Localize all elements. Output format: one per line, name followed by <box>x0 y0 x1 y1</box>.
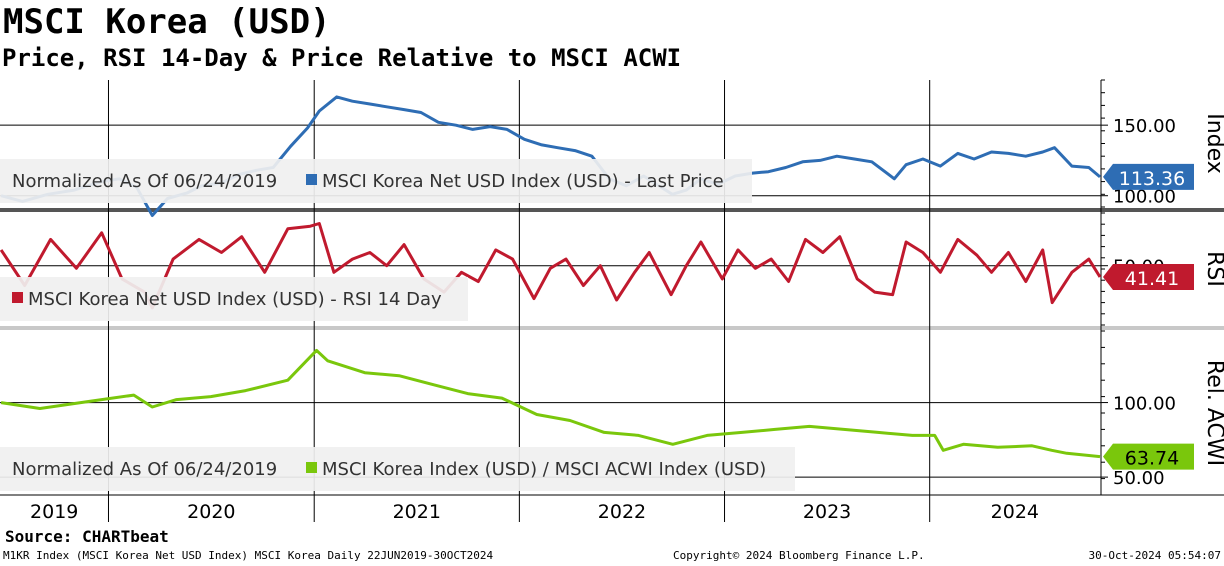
legend-layer: Normalized As Of 06/24/2019 MSCI Korea Ne… <box>0 159 795 491</box>
legend-normalized-text: Normalized As Of 06/24/2019 <box>12 171 277 192</box>
y-tick-label: 100.00 <box>1113 187 1176 208</box>
y-tick-label: 100.00 <box>1113 394 1176 415</box>
series-line <box>0 222 1102 310</box>
legend-series-name: MSCI Korea Index (USD) / MSCI ACWI Index… <box>322 459 766 480</box>
legend-swatch <box>12 292 23 303</box>
panel-axis-label: Index <box>1202 113 1224 174</box>
legend-box <box>0 159 752 203</box>
copyright-notice: Copyright© 2024 Bloomberg Finance L.P. <box>673 549 925 562</box>
legend-series-name: MSCI Korea Net USD Index (USD) - RSI 14 … <box>28 289 442 310</box>
last-value-label: 113.36 <box>1119 168 1185 190</box>
ticker-info: M1KR Index (MSCI Korea Net USD Index) MS… <box>3 549 494 562</box>
last-value-tag <box>1103 443 1194 470</box>
y-tick-label: 50.00 <box>1113 468 1165 489</box>
legend-box <box>0 277 468 321</box>
x-tick-label: 2019 <box>30 501 78 523</box>
last-value-label: 63.74 <box>1125 448 1179 470</box>
axis-layer: 2019 2020 2021 2022 2023 2024 100.00 150.00 113.… <box>30 113 1224 523</box>
legend-series-name: MSCI Korea Net USD Index (USD) - Last Pr… <box>322 171 724 192</box>
last-value-tag <box>1103 163 1194 190</box>
x-tick-label: 2022 <box>598 501 646 523</box>
source-label: Source: CHARTbeat <box>5 527 169 546</box>
legend-swatch <box>306 462 317 473</box>
last-value-label: 41.41 <box>1125 268 1179 290</box>
panel-separator <box>0 208 1224 212</box>
legend-box <box>0 447 795 491</box>
x-tick-label: 2020 <box>187 501 235 523</box>
last-value-tag <box>1103 264 1194 291</box>
y-tick-label: 150.00 <box>1113 116 1176 137</box>
panel-axis-label: Rel. ACWI <box>1202 360 1224 466</box>
chart-title: MSCI Korea (USD) <box>3 2 331 42</box>
x-tick-label: 2024 <box>991 501 1039 523</box>
panel-separator <box>0 326 1224 330</box>
legend-swatch <box>306 174 317 185</box>
timestamp: 30-Oct-2024 05:54:07 <box>1088 549 1221 562</box>
panel-axis-label: RSI <box>1202 251 1224 287</box>
x-tick-label: 2023 <box>803 501 851 523</box>
chart-subtitle: Price, RSI 14-Day & Price Relative to MS… <box>2 44 682 72</box>
x-tick-label: 2021 <box>393 501 441 523</box>
series-line <box>0 348 1101 459</box>
legend-normalized-text: Normalized As Of 06/24/2019 <box>12 459 277 480</box>
